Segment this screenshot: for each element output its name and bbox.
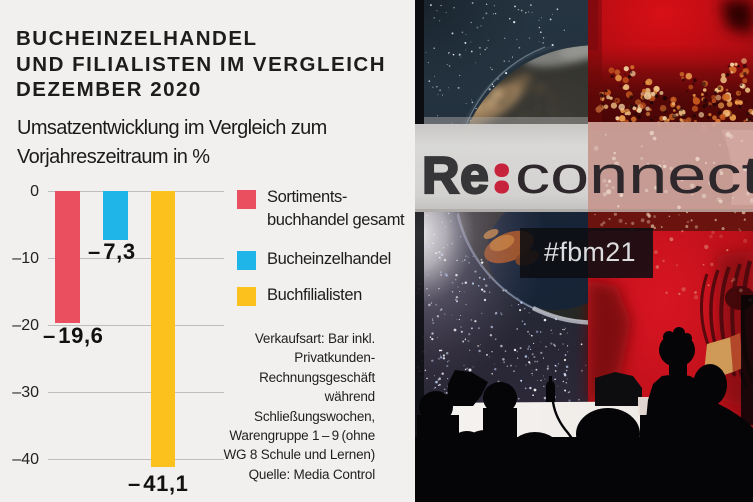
svg-text:#fbm21: #fbm21 [544, 237, 636, 267]
svg-text:connect: connect [515, 146, 753, 205]
svg-text:Re: Re [422, 147, 489, 205]
